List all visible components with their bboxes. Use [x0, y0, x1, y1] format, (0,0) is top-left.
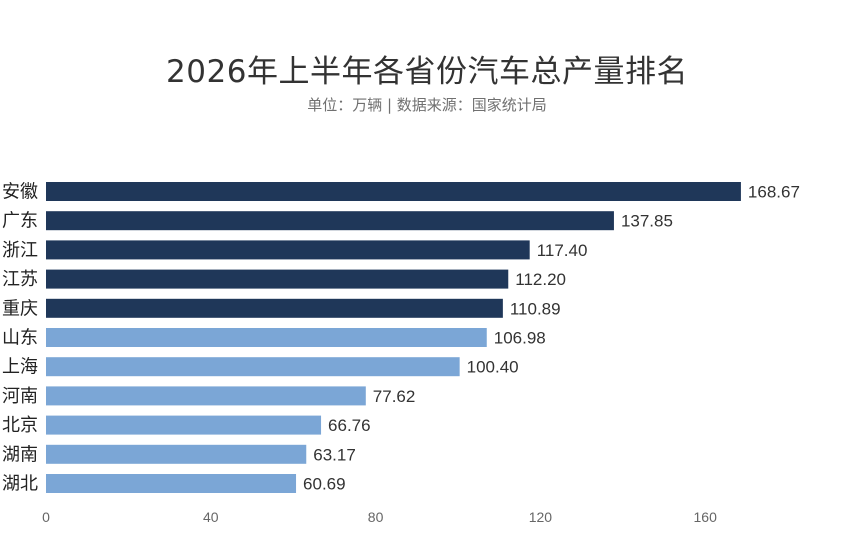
x-tick-label: 40	[203, 509, 219, 525]
value-label: 117.40	[537, 241, 588, 260]
value-label: 106.98	[494, 329, 546, 348]
x-tick-label: 80	[368, 509, 384, 525]
bar-北京	[46, 415, 322, 435]
value-label: 137.85	[621, 212, 673, 231]
bar-重庆	[46, 298, 503, 318]
value-label: 66.76	[328, 416, 371, 435]
bars-layer	[46, 182, 741, 493]
bar-河南	[46, 386, 366, 406]
bar-广东	[46, 211, 614, 231]
category-label: 湖北	[2, 474, 38, 495]
category-label: 安徽	[2, 182, 38, 203]
chart-subtitle: 单位：万辆 | 数据来源：国家统计局	[307, 96, 547, 114]
category-label: 上海	[2, 357, 38, 378]
x-tick-label: 160	[694, 509, 718, 525]
bar-湖南	[46, 444, 307, 464]
chart-title: 2026年上半年各省份汽车总产量排名	[166, 54, 688, 90]
bar-浙江	[46, 240, 530, 260]
category-label: 浙江	[2, 240, 38, 261]
category-label: 北京	[2, 415, 38, 436]
value-label: 168.67	[748, 183, 800, 202]
value-label: 63.17	[313, 445, 356, 464]
x-tick-label: 120	[529, 509, 553, 525]
bar-山东	[46, 328, 487, 347]
bar-上海	[46, 357, 460, 377]
category-label: 山东	[2, 328, 38, 349]
value-label: 110.89	[510, 299, 561, 318]
bar-安徽	[46, 182, 741, 201]
category-label: 河南	[2, 386, 38, 407]
value-label: 112.20	[515, 270, 566, 289]
category-label: 江苏	[2, 269, 38, 290]
x-axis: 0 40 80 120 160	[42, 509, 717, 525]
value-label: 60.69	[303, 475, 346, 494]
category-label: 广东	[2, 211, 38, 232]
value-label: 100.40	[467, 358, 519, 377]
category-label: 湖南	[2, 444, 38, 465]
bar-江苏	[46, 269, 509, 289]
category-label: 重庆	[2, 298, 38, 319]
bar-湖北	[46, 474, 297, 493]
value-label: 77.62	[373, 387, 416, 406]
x-tick-label: 0	[42, 509, 50, 525]
labels-layer: 安徽 168.67 广东 137.85 浙江 117.40 江苏 112.20 重庆 110.89…	[2, 182, 800, 495]
